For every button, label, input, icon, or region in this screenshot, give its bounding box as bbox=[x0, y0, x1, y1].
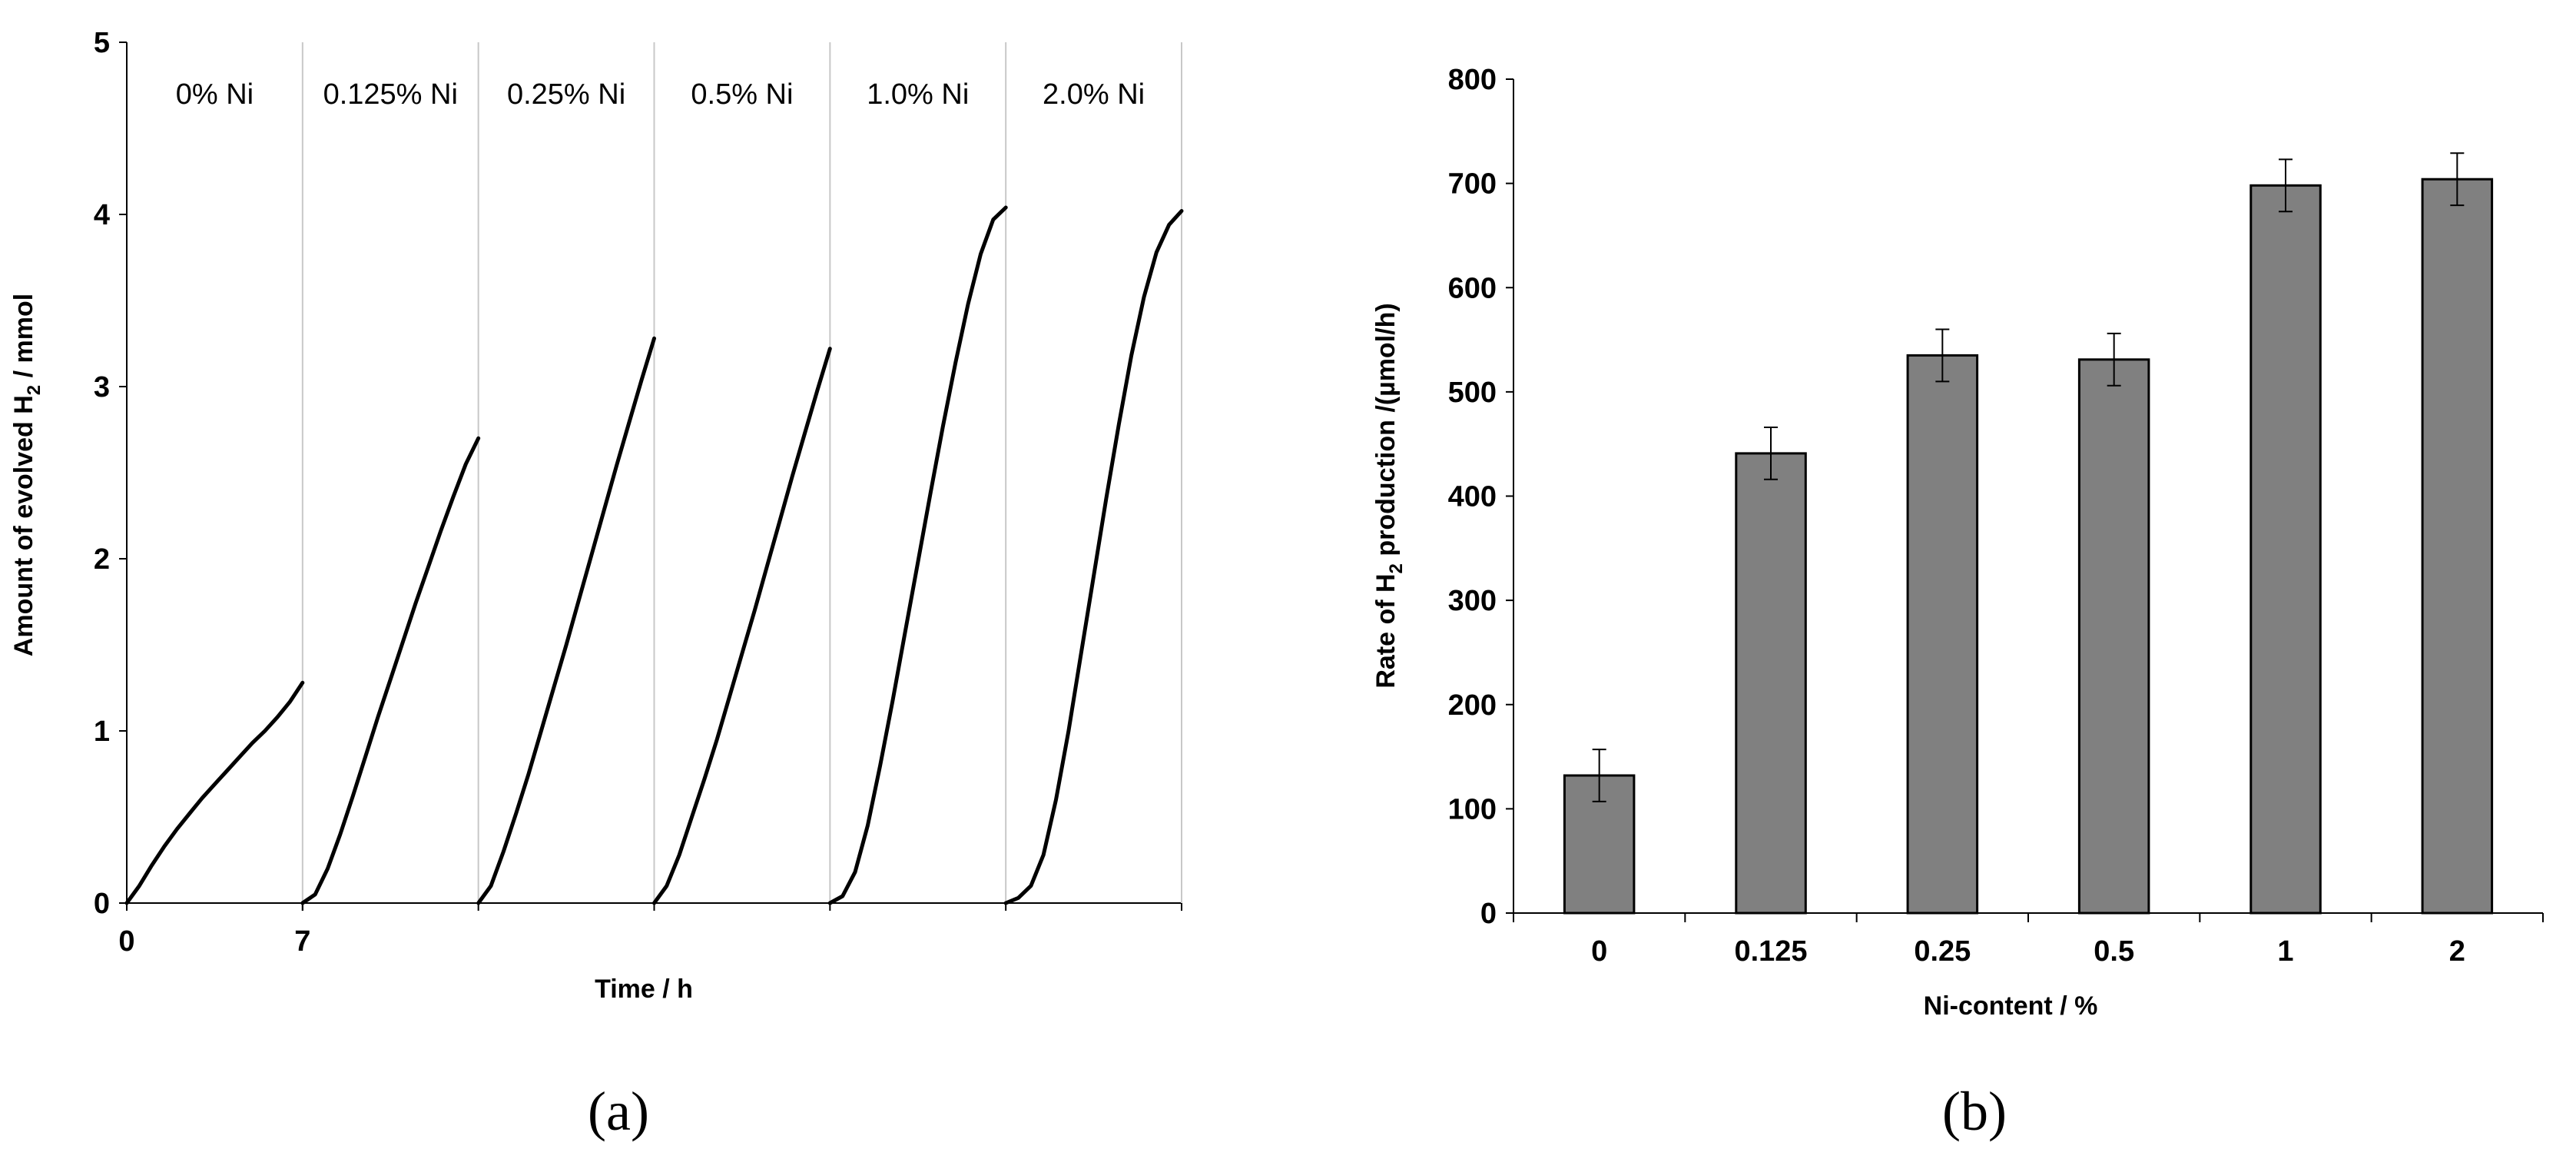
panel-a-series-lines bbox=[124, 205, 1184, 905]
panel-b-caption: (b) bbox=[1942, 1081, 2007, 1142]
panel-a-segment-label: 0.5% Ni bbox=[691, 78, 793, 111]
panel-b-bar bbox=[2077, 358, 2150, 915]
panel-b-bar bbox=[2249, 184, 2322, 915]
panel-a-y-tick-label: 1 bbox=[94, 716, 110, 748]
panel-a-segment-separators bbox=[301, 42, 1182, 911]
panel-b-x-tick-label: 1 bbox=[2277, 935, 2293, 968]
panel-b-y-tick-label: 400 bbox=[1448, 481, 1497, 513]
panel-a-series-line bbox=[300, 436, 481, 905]
panel-a-x-tick-label: 7 bbox=[294, 925, 310, 958]
panel-a-line-chart: 0 1 2 3 4 5 0 7 0% Ni 0.125% Ni 0.25% Ni 0.5% Ni 1.… bbox=[9, 27, 1184, 1142]
panel-b-x-tick-label: 0 bbox=[1591, 935, 1607, 968]
panel-b-x-tick-label: 0.5 bbox=[2094, 935, 2134, 968]
panel-a-series-line bbox=[827, 205, 1008, 905]
panel-a-y-tick-label: 2 bbox=[94, 543, 110, 576]
panel-b-y-tick-label: 800 bbox=[1448, 64, 1497, 96]
panel-b-axes: 0 100 200 300 400 500 600 700 800 0 0.125 0.25 0.5 1 2 bbox=[1448, 64, 2544, 968]
panel-a-axes: 0 1 2 3 4 5 0 7 bbox=[94, 27, 1182, 958]
panel-b-bar bbox=[2421, 178, 2494, 915]
panel-a-series-line bbox=[1003, 209, 1184, 905]
panel-b-y-tick-label: 600 bbox=[1448, 272, 1497, 304]
panel-b-bar bbox=[1906, 354, 1979, 915]
panel-b-bar-chart: 0 100 200 300 400 500 600 700 800 0 0.125 0.25 0.5 1 2… bbox=[1371, 64, 2544, 1142]
panel-a-y-tick-label: 0 bbox=[94, 888, 110, 920]
panel-a-segment-label: 2.0% Ni bbox=[1043, 78, 1145, 111]
panel-a-segment-label: 0% Ni bbox=[176, 78, 254, 111]
panel-b-x-axis-label: Ni-content / % bbox=[1924, 991, 2098, 1021]
panel-a-series-line bbox=[476, 336, 656, 905]
panel-b-error-bars bbox=[1592, 152, 2465, 802]
panel-b-y-tick-label: 300 bbox=[1448, 585, 1497, 617]
panel-b-x-tick-label: 2 bbox=[2449, 935, 2465, 968]
panel-b-y-axis-label: Rate of H2 production /(µmol/h) bbox=[1371, 303, 1407, 688]
panel-b-y-tick-label: 200 bbox=[1448, 689, 1497, 722]
panel-b-bars bbox=[1563, 178, 2494, 915]
panel-a-segment-labels: 0% Ni 0.125% Ni 0.25% Ni 0.5% Ni 1.0% Ni 2.0%… bbox=[176, 78, 1145, 111]
panel-a-segment-label: 1.0% Ni bbox=[867, 78, 969, 111]
panel-b-x-tick-label: 0.125 bbox=[1734, 935, 1807, 968]
panel-a-series-line bbox=[124, 680, 305, 905]
panel-b-y-tick-label: 100 bbox=[1448, 793, 1497, 825]
panel-b-x-tick-label: 0.25 bbox=[1914, 935, 1971, 968]
panel-a-x-axis-label: Time / h bbox=[595, 975, 693, 1004]
panel-a-caption: (a) bbox=[588, 1081, 649, 1142]
panel-a-y-tick-label: 3 bbox=[94, 371, 110, 403]
panel-a-segment-label: 0.125% Ni bbox=[323, 78, 458, 111]
panel-a-y-axis-label: Amount of evolved H2 / mmol bbox=[9, 294, 45, 656]
panel-b-y-tick-label: 700 bbox=[1448, 168, 1497, 201]
panel-b-bar bbox=[1735, 452, 1807, 915]
panel-a-x-tick-label: 0 bbox=[118, 925, 134, 958]
panel-a-segment-label: 0.25% Ni bbox=[507, 78, 625, 111]
panel-a-series-line bbox=[652, 347, 832, 905]
panel-a-y-tick-label: 5 bbox=[94, 27, 110, 59]
panel-b-y-tick-label: 0 bbox=[1480, 898, 1497, 930]
panel-b-y-tick-label: 500 bbox=[1448, 377, 1497, 409]
panel-a-y-tick-label: 4 bbox=[94, 199, 110, 231]
